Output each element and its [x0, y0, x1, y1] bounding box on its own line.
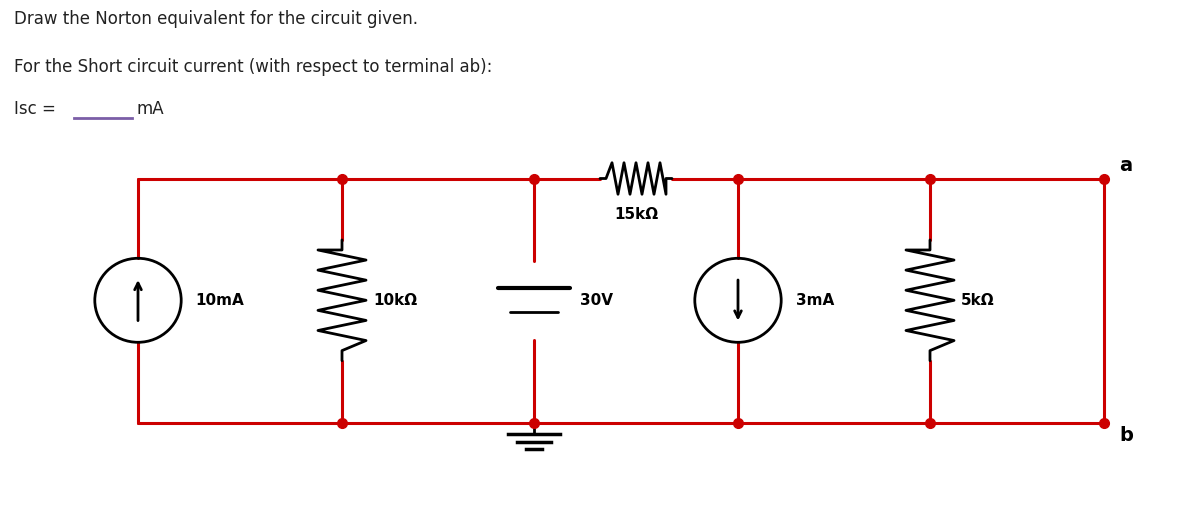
Text: Isc =: Isc =: [14, 100, 61, 118]
Text: For the Short circuit current (with respect to terminal ab):: For the Short circuit current (with resp…: [14, 58, 493, 76]
Text: Draw the Norton equivalent for the circuit given.: Draw the Norton equivalent for the circu…: [14, 10, 419, 28]
Text: 30V: 30V: [580, 293, 613, 308]
Text: 10kΩ: 10kΩ: [373, 293, 418, 308]
Text: b: b: [1120, 426, 1134, 445]
Text: 3mA: 3mA: [796, 293, 834, 308]
Text: 10mA: 10mA: [196, 293, 245, 308]
Text: 15kΩ: 15kΩ: [614, 207, 658, 223]
Text: 5kΩ: 5kΩ: [961, 293, 995, 308]
Text: mA: mA: [137, 100, 164, 118]
Text: a: a: [1120, 156, 1133, 175]
